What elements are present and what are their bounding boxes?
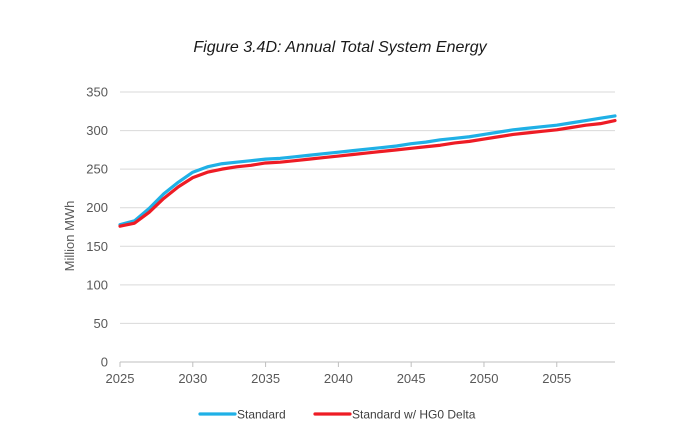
series-line-standard [118,114,617,227]
y-tick-label: 250 [86,162,108,177]
x-tick-label: 2050 [470,371,499,386]
y-tick-label: 150 [86,239,108,254]
x-tick-label: 2055 [542,371,571,386]
y-tick-label: 0 [101,355,108,370]
x-tick-label: 2030 [178,371,207,386]
y-axis-label: Million MWh [62,201,77,272]
x-tick-label: 2040 [324,371,353,386]
y-tick-label: 100 [86,277,108,292]
legend-label: Standard w/ HG0 Delta [352,408,476,422]
y-tick-label: 50 [94,316,108,331]
series-lines [118,114,617,228]
y-tick-label: 300 [86,123,108,138]
x-tick-label: 2025 [106,371,135,386]
x-axis-ticks: 2025 2030 2035 2040 2045 2050 2055 [106,362,571,386]
x-tick-label: 2035 [251,371,280,386]
y-tick-label: 200 [86,200,108,215]
chart-title: Figure 3.4D: Annual Total System Energy [193,39,487,56]
legend: Standard Standard w/ HG0 Delta [198,408,476,422]
legend-label: Standard [237,408,286,422]
series-line-standard-hg0-delta [118,118,617,228]
x-tick-label: 2045 [397,371,426,386]
y-axis-ticks: 0 50 100 150 200 250 300 350 [86,85,108,370]
y-tick-label: 350 [86,85,108,100]
